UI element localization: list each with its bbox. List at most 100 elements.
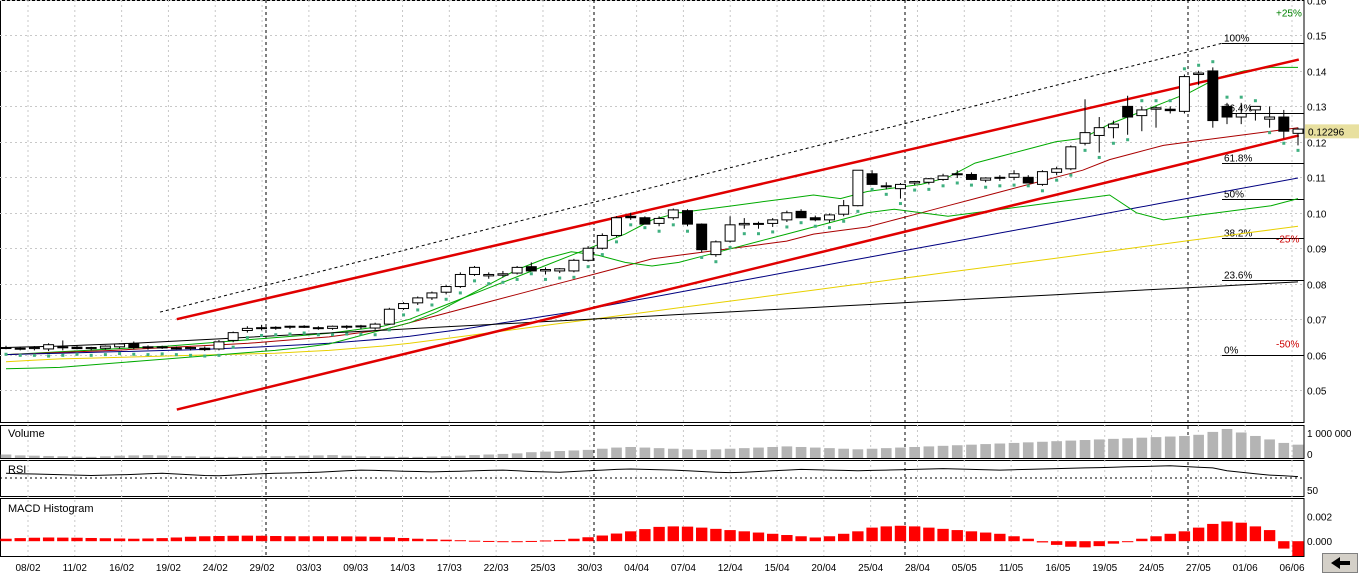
- candle-body: [753, 222, 764, 225]
- volume-bar: [1065, 440, 1077, 458]
- macd-bar: [454, 540, 467, 542]
- macd-bar: [1164, 533, 1176, 542]
- scroll-left-button[interactable]: [1322, 553, 1358, 573]
- macd-bar: [525, 540, 537, 542]
- candle-body: [241, 327, 253, 332]
- volume-bar: [852, 449, 864, 458]
- sar-dot: [103, 353, 107, 357]
- macd-bar: [1036, 541, 1049, 543]
- candle-body: [369, 323, 381, 329]
- volume-title: Volume: [8, 428, 45, 440]
- sar-dot: [1026, 184, 1030, 188]
- sar-dot: [217, 353, 221, 357]
- macd-bar: [113, 538, 126, 542]
- sar-dot: [444, 297, 448, 301]
- sar-dot: [842, 219, 846, 223]
- candle-body: [980, 177, 992, 181]
- sar-dot: [1154, 99, 1158, 103]
- trend-channel-line: [176, 134, 1300, 411]
- macd-bar: [866, 527, 878, 542]
- candle-body: [838, 205, 850, 215]
- volume-bar: [738, 448, 750, 458]
- candle-body: [28, 347, 40, 350]
- volume-bar: [966, 444, 977, 458]
- x-tick-label: 28/04: [905, 563, 930, 574]
- macd-bar: [582, 537, 594, 542]
- sar-dot: [1069, 173, 1073, 177]
- macd-bar: [383, 537, 396, 542]
- macd-bar: [85, 537, 97, 542]
- macd-bar: [1278, 541, 1290, 549]
- volume-y-tick: 1 000 000: [1307, 429, 1352, 440]
- sar-dot: [1055, 178, 1059, 182]
- candle-body: [412, 297, 424, 304]
- candle-body: [398, 303, 410, 310]
- volume-bar: [327, 455, 338, 458]
- macd-bar: [554, 539, 566, 542]
- volume-bar: [667, 448, 679, 458]
- x-tick-label: 07/04: [671, 563, 696, 574]
- x-tick-label: 16/05: [1045, 563, 1070, 574]
- sar-dot: [998, 184, 1002, 188]
- candle-body: [937, 175, 949, 180]
- candle-body: [383, 308, 395, 325]
- macd-bar: [752, 532, 765, 542]
- macd-bar: [468, 540, 481, 542]
- volume-bar: [1264, 439, 1275, 458]
- x-tick-label: 05/05: [952, 563, 977, 574]
- volume-bar: [213, 456, 225, 458]
- sar-dot: [32, 353, 36, 357]
- candle-body: [327, 325, 339, 329]
- macd-bar: [156, 538, 168, 542]
- macd-bar: [99, 538, 112, 542]
- sar-dot: [260, 333, 264, 337]
- sar-dot: [373, 333, 377, 337]
- candle-body: [57, 346, 69, 349]
- volume-bar: [426, 456, 438, 458]
- sar-dot: [544, 277, 548, 281]
- candle-body: [170, 347, 182, 350]
- candle-body: [767, 219, 779, 224]
- x-tick-label: 15/04: [765, 563, 790, 574]
- sar-dot: [1012, 183, 1016, 187]
- sar-dot: [856, 209, 860, 213]
- sar-dot: [870, 187, 874, 191]
- volume-bar: [128, 455, 140, 458]
- sar-dot: [501, 280, 505, 284]
- macd-bar: [170, 537, 183, 542]
- candle-body: [809, 217, 821, 221]
- y-tick-label: 0.07: [1307, 316, 1327, 327]
- y-tick-label: 0.16: [1307, 0, 1327, 8]
- macd-bar: [355, 536, 367, 542]
- sar-dot: [572, 275, 576, 279]
- y-tick-label: 0.13: [1307, 103, 1327, 114]
- candle-body: [1235, 112, 1247, 118]
- sar-dot: [89, 353, 93, 357]
- y-tick-label: 0.08: [1307, 281, 1327, 292]
- macd-y-tick: 0.002: [1307, 513, 1332, 524]
- volume-bar: [398, 456, 409, 458]
- candle-body: [795, 210, 807, 219]
- sar-dot: [955, 181, 959, 185]
- volume-bar: [653, 448, 665, 458]
- sar-dot: [1282, 141, 1286, 145]
- pct-level-label: -25%: [1276, 235, 1299, 246]
- volume-bar: [710, 449, 722, 458]
- sar-dot: [657, 229, 661, 233]
- candle-body: [710, 241, 722, 256]
- candle-body: [71, 346, 83, 350]
- sar-dot: [1111, 141, 1115, 145]
- sar-dot: [245, 336, 249, 340]
- candle-body: [653, 217, 665, 224]
- volume-bar: [980, 444, 991, 458]
- macd-bar: [142, 538, 154, 542]
- x-tick-label: 20/04: [811, 563, 836, 574]
- volume-bar: [795, 446, 807, 458]
- candle-body: [185, 347, 197, 350]
- macd-bar: [14, 538, 26, 542]
- candle-body: [1079, 132, 1091, 144]
- volume-bar: [753, 447, 764, 458]
- sar-dot: [685, 229, 689, 233]
- sar-dot: [387, 328, 391, 332]
